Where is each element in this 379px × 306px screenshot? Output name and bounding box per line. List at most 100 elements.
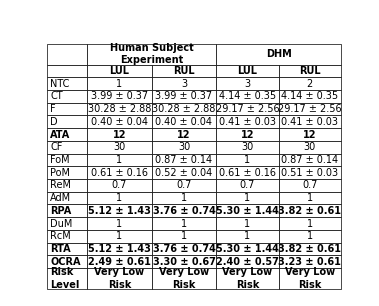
Text: Very Low
Risk: Very Low Risk — [222, 267, 273, 290]
Text: 0.7: 0.7 — [302, 181, 318, 190]
Text: 0.41 ± 0.03: 0.41 ± 0.03 — [219, 117, 276, 127]
Bar — [152, 65, 216, 77]
Bar — [152, 141, 216, 154]
Bar — [279, 65, 341, 77]
Bar — [87, 44, 216, 65]
Text: 1: 1 — [244, 155, 251, 165]
Text: D: D — [50, 117, 58, 127]
Text: 2.40 ± 0.57: 2.40 ± 0.57 — [216, 257, 279, 267]
Bar — [87, 179, 152, 192]
Bar — [279, 268, 341, 289]
Text: ReM: ReM — [50, 181, 71, 190]
Text: 3.82 ± 0.61: 3.82 ± 0.61 — [278, 206, 341, 216]
Text: 30: 30 — [178, 142, 190, 152]
Bar — [152, 268, 216, 289]
Bar — [216, 141, 279, 154]
Text: 0.7: 0.7 — [176, 181, 192, 190]
Bar — [87, 243, 152, 256]
Text: 1: 1 — [244, 231, 251, 241]
Text: 3.82 ± 0.61: 3.82 ± 0.61 — [278, 244, 341, 254]
Bar — [47, 128, 87, 141]
Bar — [152, 204, 216, 217]
Text: 1: 1 — [181, 231, 187, 241]
Bar — [216, 115, 279, 128]
Bar — [279, 230, 341, 243]
Text: Very Low
Risk: Very Low Risk — [159, 267, 209, 290]
Bar — [152, 217, 216, 230]
Bar — [47, 230, 87, 243]
Bar — [87, 65, 152, 77]
Text: Human Subject
Experiment: Human Subject Experiment — [110, 43, 194, 65]
Text: 0.61 ± 0.16: 0.61 ± 0.16 — [91, 168, 148, 178]
Text: 3: 3 — [181, 79, 187, 89]
Text: 3.99 ± 0.37: 3.99 ± 0.37 — [155, 91, 213, 101]
Bar — [279, 115, 341, 128]
Text: 1: 1 — [116, 231, 122, 241]
Text: 0.61 ± 0.16: 0.61 ± 0.16 — [219, 168, 276, 178]
Bar — [152, 230, 216, 243]
Text: DHM: DHM — [266, 49, 291, 59]
Text: 30.28 ± 2.88: 30.28 ± 2.88 — [88, 104, 151, 114]
Bar — [279, 217, 341, 230]
Bar — [47, 77, 87, 90]
Text: CF: CF — [50, 142, 63, 152]
Bar — [47, 217, 87, 230]
Text: RcM: RcM — [50, 231, 71, 241]
Text: 1: 1 — [307, 193, 313, 203]
Bar — [279, 103, 341, 115]
Bar — [279, 154, 341, 166]
Bar — [152, 192, 216, 204]
Text: FoM: FoM — [50, 155, 70, 165]
Bar — [216, 217, 279, 230]
Bar — [279, 166, 341, 179]
Text: 4.14 ± 0.35: 4.14 ± 0.35 — [281, 91, 338, 101]
Bar — [47, 65, 87, 77]
Text: 2: 2 — [307, 79, 313, 89]
Bar — [152, 166, 216, 179]
Bar — [87, 192, 152, 204]
Text: RUL: RUL — [173, 66, 195, 76]
Text: 3.30 ± 0.67: 3.30 ± 0.67 — [152, 257, 215, 267]
Bar — [152, 103, 216, 115]
Bar — [216, 268, 279, 289]
Text: 1: 1 — [181, 218, 187, 229]
Bar — [47, 268, 87, 289]
Bar — [87, 128, 152, 141]
Text: RUL: RUL — [299, 66, 321, 76]
Bar — [47, 154, 87, 166]
Bar — [87, 256, 152, 268]
Text: 30: 30 — [113, 142, 125, 152]
Bar — [279, 204, 341, 217]
Text: 12: 12 — [241, 129, 254, 140]
Bar — [216, 230, 279, 243]
Bar — [279, 77, 341, 90]
Bar — [47, 103, 87, 115]
Text: 3.99 ± 0.37: 3.99 ± 0.37 — [91, 91, 148, 101]
Text: 30: 30 — [241, 142, 254, 152]
Text: Very Low
Risk: Very Low Risk — [285, 267, 335, 290]
Bar — [216, 77, 279, 90]
Text: 4.14 ± 0.35: 4.14 ± 0.35 — [219, 91, 276, 101]
Bar — [152, 115, 216, 128]
Text: LUL: LUL — [109, 66, 129, 76]
Text: 0.7: 0.7 — [240, 181, 255, 190]
Bar — [216, 103, 279, 115]
Bar — [87, 230, 152, 243]
Bar — [87, 90, 152, 103]
Text: 0.52 ± 0.04: 0.52 ± 0.04 — [155, 168, 213, 178]
Bar — [47, 179, 87, 192]
Text: F: F — [50, 104, 56, 114]
Text: RPA: RPA — [50, 206, 72, 216]
Bar — [152, 77, 216, 90]
Bar — [87, 217, 152, 230]
Text: 0.87 ± 0.14: 0.87 ± 0.14 — [155, 155, 213, 165]
Text: PoM: PoM — [50, 168, 70, 178]
Text: 12: 12 — [303, 129, 316, 140]
Bar — [279, 192, 341, 204]
Text: Risk
Level: Risk Level — [50, 267, 80, 290]
Text: 5.30 ± 1.44: 5.30 ± 1.44 — [216, 206, 279, 216]
Bar — [216, 44, 341, 65]
Bar — [47, 44, 87, 65]
Bar — [152, 243, 216, 256]
Text: 1: 1 — [307, 231, 313, 241]
